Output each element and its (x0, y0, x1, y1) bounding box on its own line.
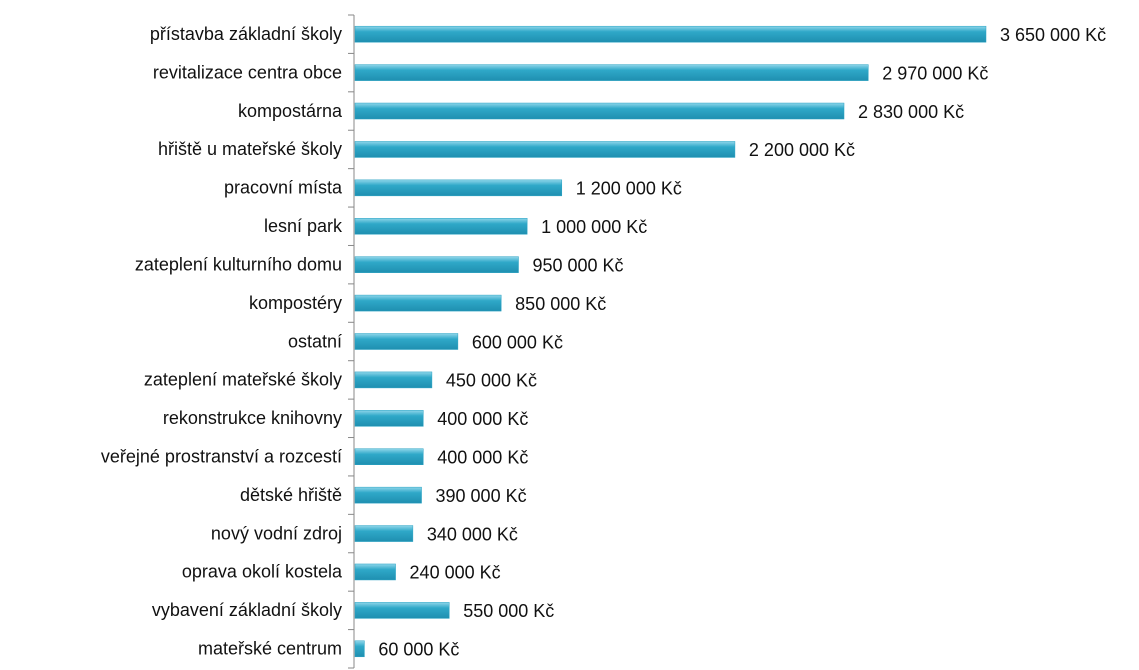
bar (354, 640, 365, 658)
bar (354, 64, 869, 81)
category-label: nový vodní zdroj (211, 523, 342, 543)
bar (354, 448, 424, 465)
value-label: 400 000 Kč (437, 409, 528, 429)
category-label: ostatní (288, 331, 342, 351)
value-label: 2 200 000 Kč (749, 140, 855, 160)
bar (354, 141, 736, 158)
value-label: 3 650 000 Kč (1000, 25, 1106, 45)
bar (354, 179, 563, 197)
value-label: 60 000 Kč (378, 640, 459, 660)
value-label: 2 970 000 Kč (882, 63, 988, 83)
bar (354, 333, 459, 350)
category-label: rekonstrukce knihovny (163, 408, 342, 428)
bar (354, 102, 845, 120)
bar (354, 371, 433, 389)
value-label: 1 000 000 Kč (541, 217, 647, 237)
category-label: hřiště u mateřské školy (158, 139, 342, 159)
category-label: přístavba základní školy (150, 24, 342, 44)
bar (354, 294, 502, 312)
bar (354, 486, 422, 504)
bar (354, 602, 450, 619)
category-label: vybavení základní školy (152, 600, 342, 620)
value-label: 340 000 Kč (427, 524, 518, 544)
category-label: lesní park (264, 216, 343, 236)
value-label: 240 000 Kč (410, 563, 501, 583)
category-label: veřejné prostranství a rozcestí (101, 446, 342, 466)
category-label: oprava okolí kostela (182, 562, 343, 582)
bar (354, 256, 519, 273)
value-label: 390 000 Kč (436, 486, 527, 506)
bar (354, 563, 396, 581)
value-label: 600 000 Kč (472, 332, 563, 352)
bar (354, 410, 424, 427)
category-label: mateřské centrum (198, 639, 342, 659)
value-label: 400 000 Kč (437, 447, 528, 467)
category-label: zateplení mateřské školy (144, 370, 342, 390)
value-label: 850 000 Kč (515, 294, 606, 314)
value-label: 2 830 000 Kč (858, 102, 964, 122)
value-label: 1 200 000 Kč (576, 179, 682, 199)
category-label: pracovní místa (224, 178, 343, 198)
bar (354, 525, 414, 542)
category-label: zateplení kulturního domu (135, 254, 342, 274)
value-label: 550 000 Kč (463, 601, 554, 621)
bar (354, 218, 528, 235)
category-label: revitalizace centra obce (153, 62, 342, 82)
bar (354, 25, 987, 43)
value-label: 950 000 Kč (532, 255, 623, 275)
category-label: kompostárna (238, 101, 343, 121)
value-label: 450 000 Kč (446, 371, 537, 391)
category-label: dětské hřiště (240, 485, 342, 505)
category-label: kompostéry (249, 293, 342, 313)
